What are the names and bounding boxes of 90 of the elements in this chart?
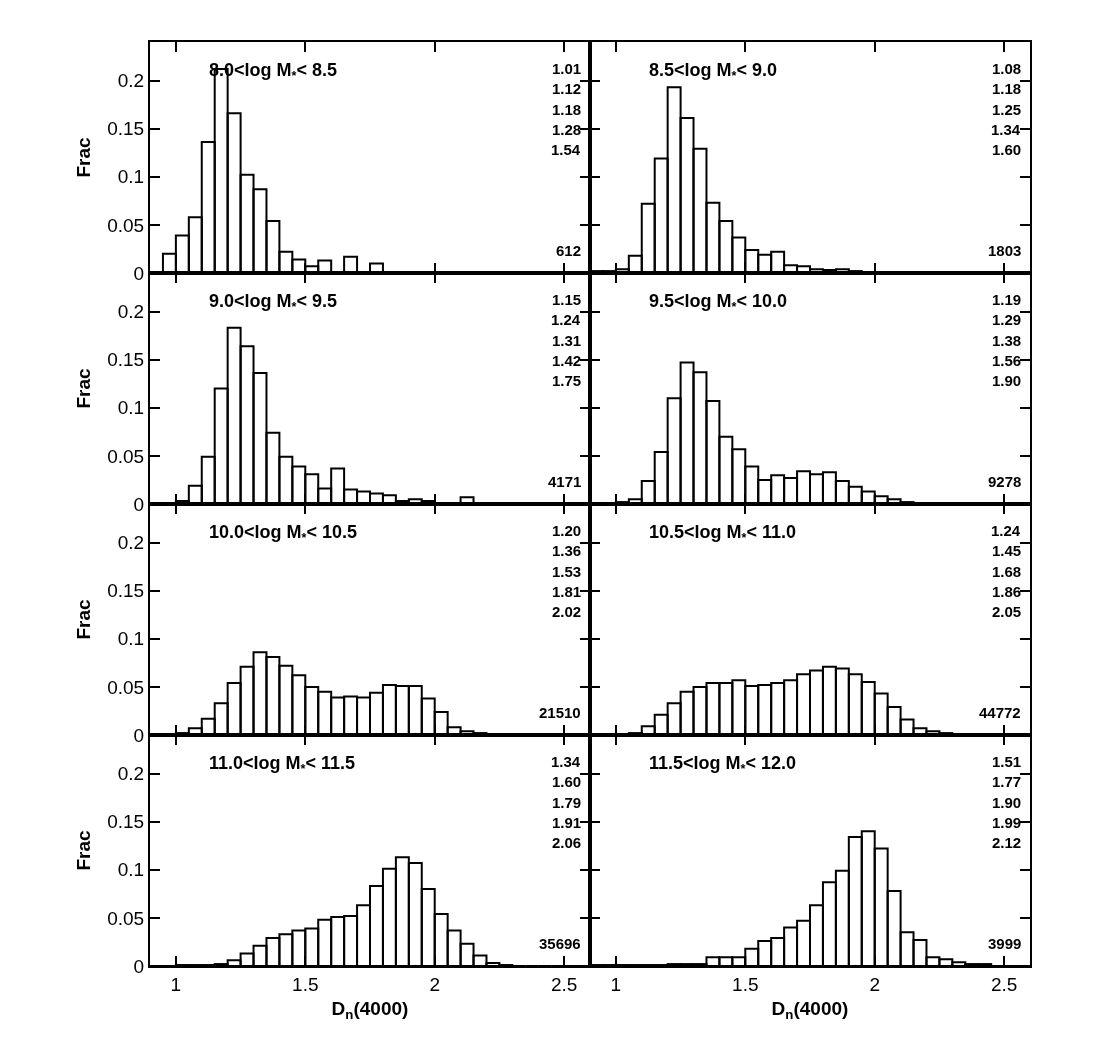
- y-tick-label: 0: [133, 955, 145, 977]
- annotation: 21510: [539, 704, 581, 721]
- annotation: 1.51: [992, 753, 1022, 770]
- annotation: 1.08: [992, 60, 1022, 77]
- y-tick-label: 0.1: [117, 628, 145, 650]
- annotation: 1.34: [551, 753, 581, 770]
- y-tick-label: 0.1: [117, 859, 145, 881]
- annotation: 1.28: [552, 121, 582, 138]
- y-axis-title: Frac: [72, 368, 94, 409]
- x-tick-label: 1.5: [292, 973, 319, 995]
- annotation: 1.20: [552, 522, 582, 539]
- y-tick-label: 0.1: [117, 166, 145, 188]
- annotation: 1.24: [991, 522, 1021, 539]
- y-tick-label: 0.1: [117, 397, 145, 419]
- x-tick-label: 2: [869, 973, 880, 995]
- y-tick-label: 0.05: [107, 676, 145, 698]
- annotation: 1.60: [552, 773, 582, 790]
- annotation: 1.25: [992, 101, 1022, 118]
- annotation: 1.60: [992, 141, 1022, 158]
- annotation: 1.53: [552, 563, 582, 580]
- annotation: 1.36: [552, 542, 582, 559]
- annotation: 612: [556, 242, 582, 259]
- annotation: 1.77: [992, 773, 1022, 790]
- annotation: 1.19: [992, 291, 1022, 308]
- x-tick-label: 1.5: [732, 973, 759, 995]
- y-tick-label: 0.05: [107, 214, 145, 236]
- annotation: 1.31: [552, 332, 582, 349]
- annotation: 3999: [988, 935, 1022, 952]
- annotation: 1.42: [552, 352, 582, 369]
- annotation: 1.45: [992, 542, 1022, 559]
- y-tick-label: 0.05: [107, 445, 145, 467]
- y-axis-title: Frac: [72, 830, 94, 871]
- annotation: 1.18: [552, 101, 582, 118]
- annotation: 1.79: [552, 794, 582, 811]
- annotation: 1.01: [552, 60, 582, 77]
- annotation: 1.12: [552, 80, 582, 97]
- annotation: 2.06: [552, 834, 582, 851]
- annotation: 1.99: [992, 814, 1022, 831]
- text: 10.0<log M$_{*}$< 10.5: [209, 522, 357, 545]
- y-tick-label: 0.05: [107, 907, 145, 929]
- y-tick-label: 0: [133, 262, 145, 284]
- annotation: 1.29: [992, 311, 1022, 328]
- annotation: 1.81: [552, 583, 582, 600]
- annotation: 1.54: [551, 141, 581, 158]
- annotation: 1.68: [992, 563, 1022, 580]
- y-tick-label: 0.15: [107, 349, 145, 371]
- y-axis-title: Frac: [72, 137, 94, 178]
- x-tick-label: 1: [170, 973, 182, 995]
- annotation: 1.18: [992, 80, 1022, 97]
- text: 8.5<log M$_{*}$< 9.0: [649, 60, 777, 83]
- y-tick-label: 0.15: [107, 811, 145, 833]
- y-axis-title: Frac: [72, 599, 94, 640]
- x-tick-label: 2.5: [990, 973, 1018, 995]
- annotation: 1.24: [551, 311, 581, 328]
- x-tick-label: 2: [429, 973, 440, 995]
- annotation: 1.75: [552, 372, 582, 389]
- annotation: 1.15: [552, 291, 582, 308]
- annotation: 2.12: [992, 834, 1022, 851]
- text: 8.0<log M$_{*}$< 8.5: [209, 60, 337, 83]
- x-axis-title: D$_{n}$(4000): [331, 998, 409, 1023]
- annotation: 1.91: [552, 814, 582, 831]
- y-tick-label: 0.2: [117, 301, 145, 323]
- y-tick-label: 0.15: [107, 118, 145, 140]
- annotation: 35696: [539, 935, 581, 952]
- text: 11.0<log M$_{*}$< 11.5: [209, 753, 356, 776]
- y-tick-label: 0.2: [117, 70, 145, 92]
- y-tick-label: 0: [133, 724, 145, 746]
- annotation: 1.86: [992, 583, 1022, 600]
- y-tick-label: 0: [133, 493, 145, 515]
- text: 10.5<log M$_{*}$< 11.0: [649, 522, 796, 545]
- y-tick-label: 0.2: [117, 763, 145, 785]
- annotation: 2.05: [992, 603, 1022, 620]
- x-tick-label: 1: [610, 973, 622, 995]
- text: 11.5<log M$_{*}$< 12.0: [649, 753, 796, 776]
- x-axis-title: D$_{n}$(4000): [771, 998, 849, 1023]
- annotation: 4171: [548, 473, 582, 490]
- annotation: 1.38: [992, 332, 1022, 349]
- y-tick-label: 0.15: [107, 580, 145, 602]
- annotation: 44772: [979, 704, 1021, 721]
- annotation: 1.90: [992, 794, 1022, 811]
- y-tick-label: 0.2: [117, 532, 145, 554]
- annotation: 1.90: [992, 372, 1022, 389]
- annotation: 1.34: [991, 121, 1021, 138]
- text: 9.0<log M$_{*}$< 9.5: [209, 291, 337, 314]
- annotation: 9278: [988, 473, 1022, 490]
- x-tick-label: 2.5: [550, 973, 578, 995]
- annotation: 2.02: [552, 603, 582, 620]
- annotation: 1.56: [992, 352, 1022, 369]
- annotation: 1803: [988, 242, 1022, 259]
- text: 9.5<log M$_{*}$< 10.0: [649, 291, 787, 314]
